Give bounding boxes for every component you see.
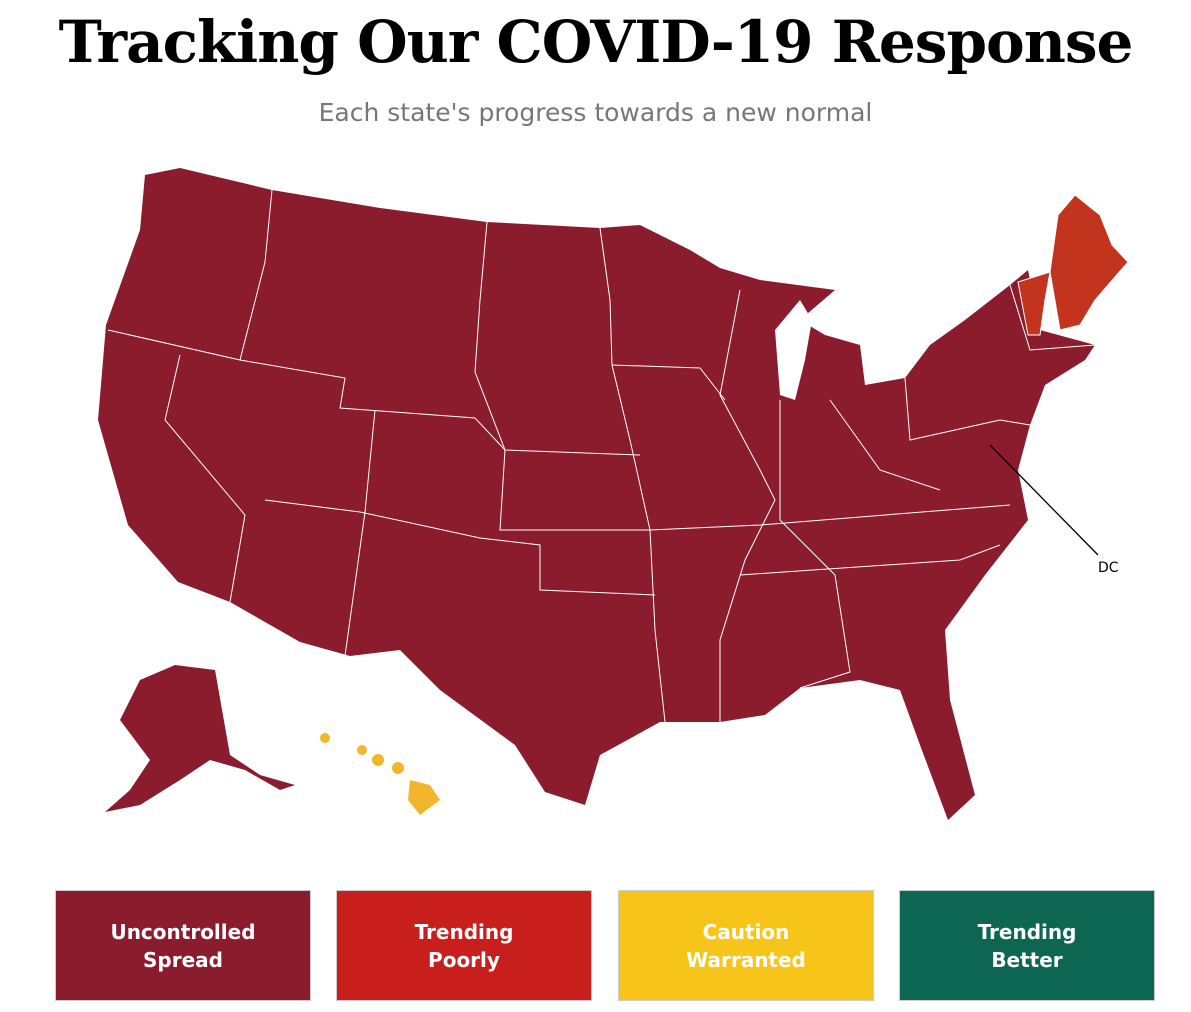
state-border <box>904 377 1031 441</box>
state-border <box>239 189 273 361</box>
hawaii <box>320 733 440 815</box>
legend-label: Spread <box>143 947 223 972</box>
state-border <box>344 409 376 657</box>
map-label: DC <box>1098 560 1119 576</box>
subtitle: Each state's progress towards a new norm… <box>318 98 873 127</box>
state-border <box>599 227 666 723</box>
us-map: DC <box>98 168 1129 820</box>
contiguous-us <box>98 168 1095 820</box>
state-border <box>611 364 726 401</box>
legend-item: Trending Poorly <box>336 890 592 1001</box>
vermont <box>1017 271 1051 336</box>
legend-label: Trending <box>977 919 1077 944</box>
dc-leader <box>989 444 1099 556</box>
legend-label: Warranted <box>686 947 806 972</box>
legend-label: Poorly <box>428 947 500 972</box>
state-border <box>739 544 1001 576</box>
legend-item: Uncontrolled Spread <box>55 890 311 1001</box>
legend-item: Trending Better <box>899 890 1155 1001</box>
maine <box>1049 194 1129 331</box>
state-border <box>829 399 941 491</box>
title: Tracking Our COVID-19 Response <box>58 8 1134 76</box>
lake-michigan <box>775 300 812 400</box>
state-border <box>779 400 851 689</box>
legend-label: Uncontrolled <box>110 919 256 944</box>
state-border <box>164 354 246 603</box>
state-border <box>264 499 656 596</box>
legend-item: Caution Warranted <box>618 890 874 1001</box>
state-border <box>1009 284 1096 351</box>
legend-label: Trending <box>414 919 514 944</box>
state-border <box>474 221 1011 531</box>
alaska <box>105 665 295 812</box>
legend-label: Caution <box>702 919 790 944</box>
legend-label: Better <box>991 947 1063 972</box>
state-border <box>719 289 776 722</box>
